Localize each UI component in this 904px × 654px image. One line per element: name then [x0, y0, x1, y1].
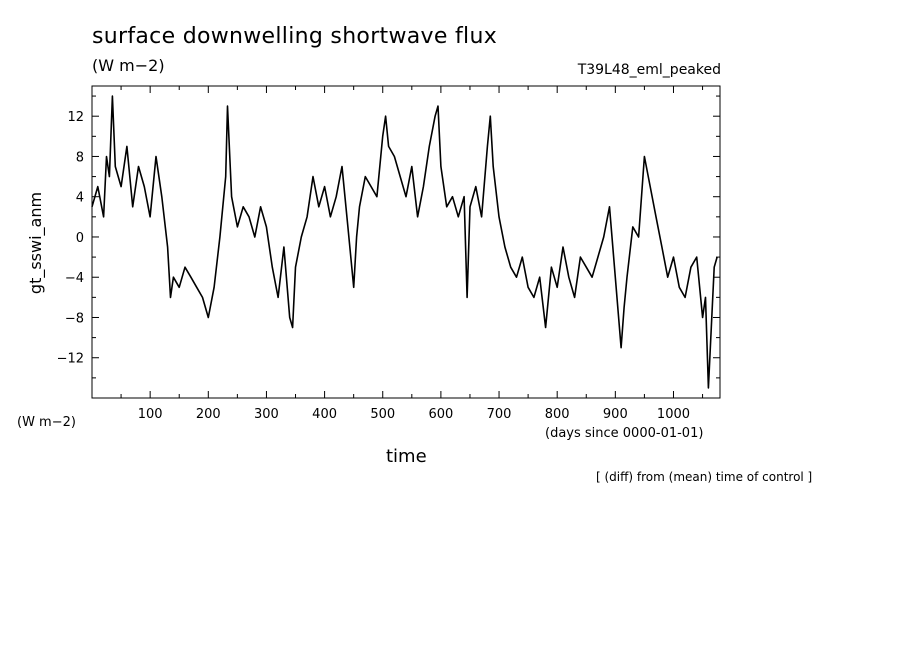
x-tick-label: 1000 [657, 407, 690, 422]
x-tick-label: 200 [196, 407, 221, 422]
x-tick-label: 400 [312, 407, 337, 422]
x-tick-label: 500 [370, 407, 395, 422]
x-tick-label: 300 [254, 407, 279, 422]
y-tick-label: 12 [67, 110, 84, 125]
x-tick-label: 600 [428, 407, 453, 422]
y-tick-label: −4 [65, 271, 84, 286]
units-label-left: (W m−2) [17, 415, 76, 430]
plot-frame [91, 85, 721, 399]
x-tick-label: 700 [487, 407, 512, 422]
y-tick-label: 0 [76, 231, 84, 246]
x-axis-units: (days since 0000-01-01) [545, 426, 704, 441]
y-tick-label: 4 [76, 191, 84, 206]
y-tick-label: −12 [57, 352, 84, 367]
x-tick-label: 900 [603, 407, 628, 422]
footnote: [ (diff) from (mean) time of control ] [596, 470, 813, 484]
x-axis-label: time [386, 446, 427, 467]
series-line [91, 95, 718, 389]
units-label-top: (W m−2) [92, 56, 165, 75]
chart-title: surface downwelling shortwave flux [92, 24, 498, 49]
y-tick-label: −8 [65, 311, 84, 326]
y-tick-label: 8 [76, 150, 84, 165]
x-tick-label: 800 [545, 407, 570, 422]
x-tick-label: 100 [138, 407, 163, 422]
experiment-name: T39L48_eml_peaked [577, 62, 721, 78]
